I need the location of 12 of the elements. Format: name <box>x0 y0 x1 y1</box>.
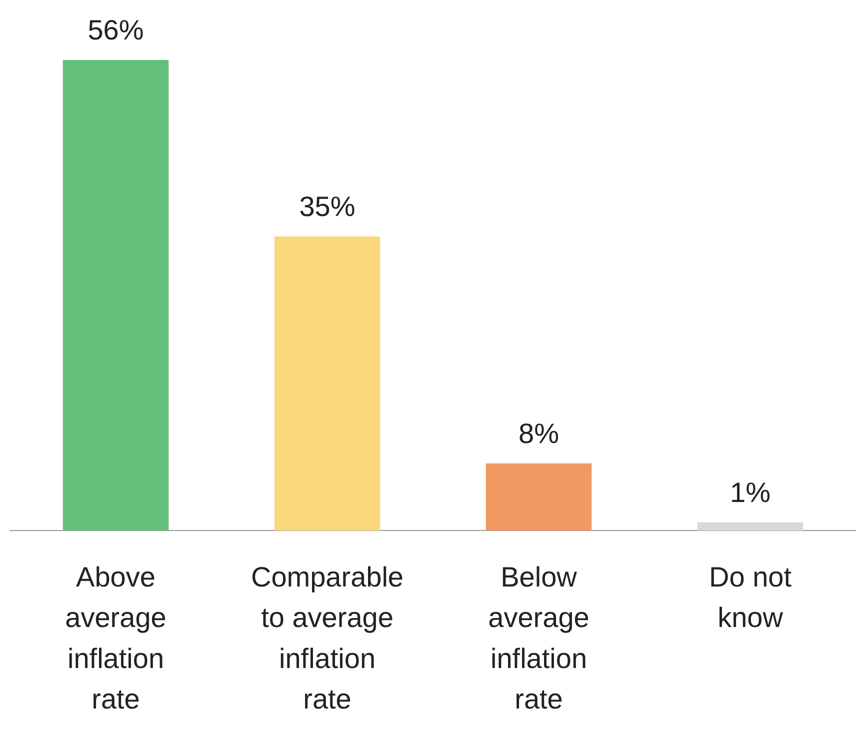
x-tick-label: Comparable to average inflation rate <box>250 562 404 714</box>
x-tick-label: Above average inflation rate <box>65 562 166 714</box>
data-label: 1% <box>730 476 770 508</box>
bar <box>274 236 380 531</box>
data-label: 35% <box>299 191 356 222</box>
x-tick-label: Do not know <box>709 562 792 634</box>
x-tick-label: Below average inflation rate <box>488 562 590 714</box>
data-label: 8% <box>518 418 559 450</box>
bar <box>486 463 592 531</box>
data-label: 56% <box>88 14 144 46</box>
bar <box>697 522 804 531</box>
bar <box>62 60 169 531</box>
